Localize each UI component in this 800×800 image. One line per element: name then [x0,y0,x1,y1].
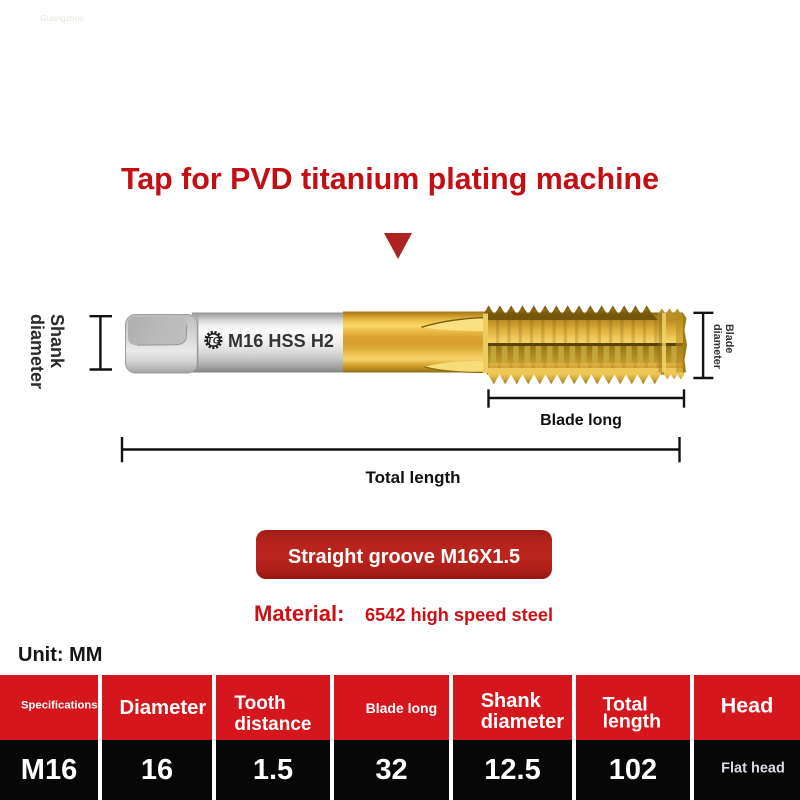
svg-text:M16 HSS H2: M16 HSS H2 [228,331,334,351]
svg-text:TG: TG [207,336,221,347]
